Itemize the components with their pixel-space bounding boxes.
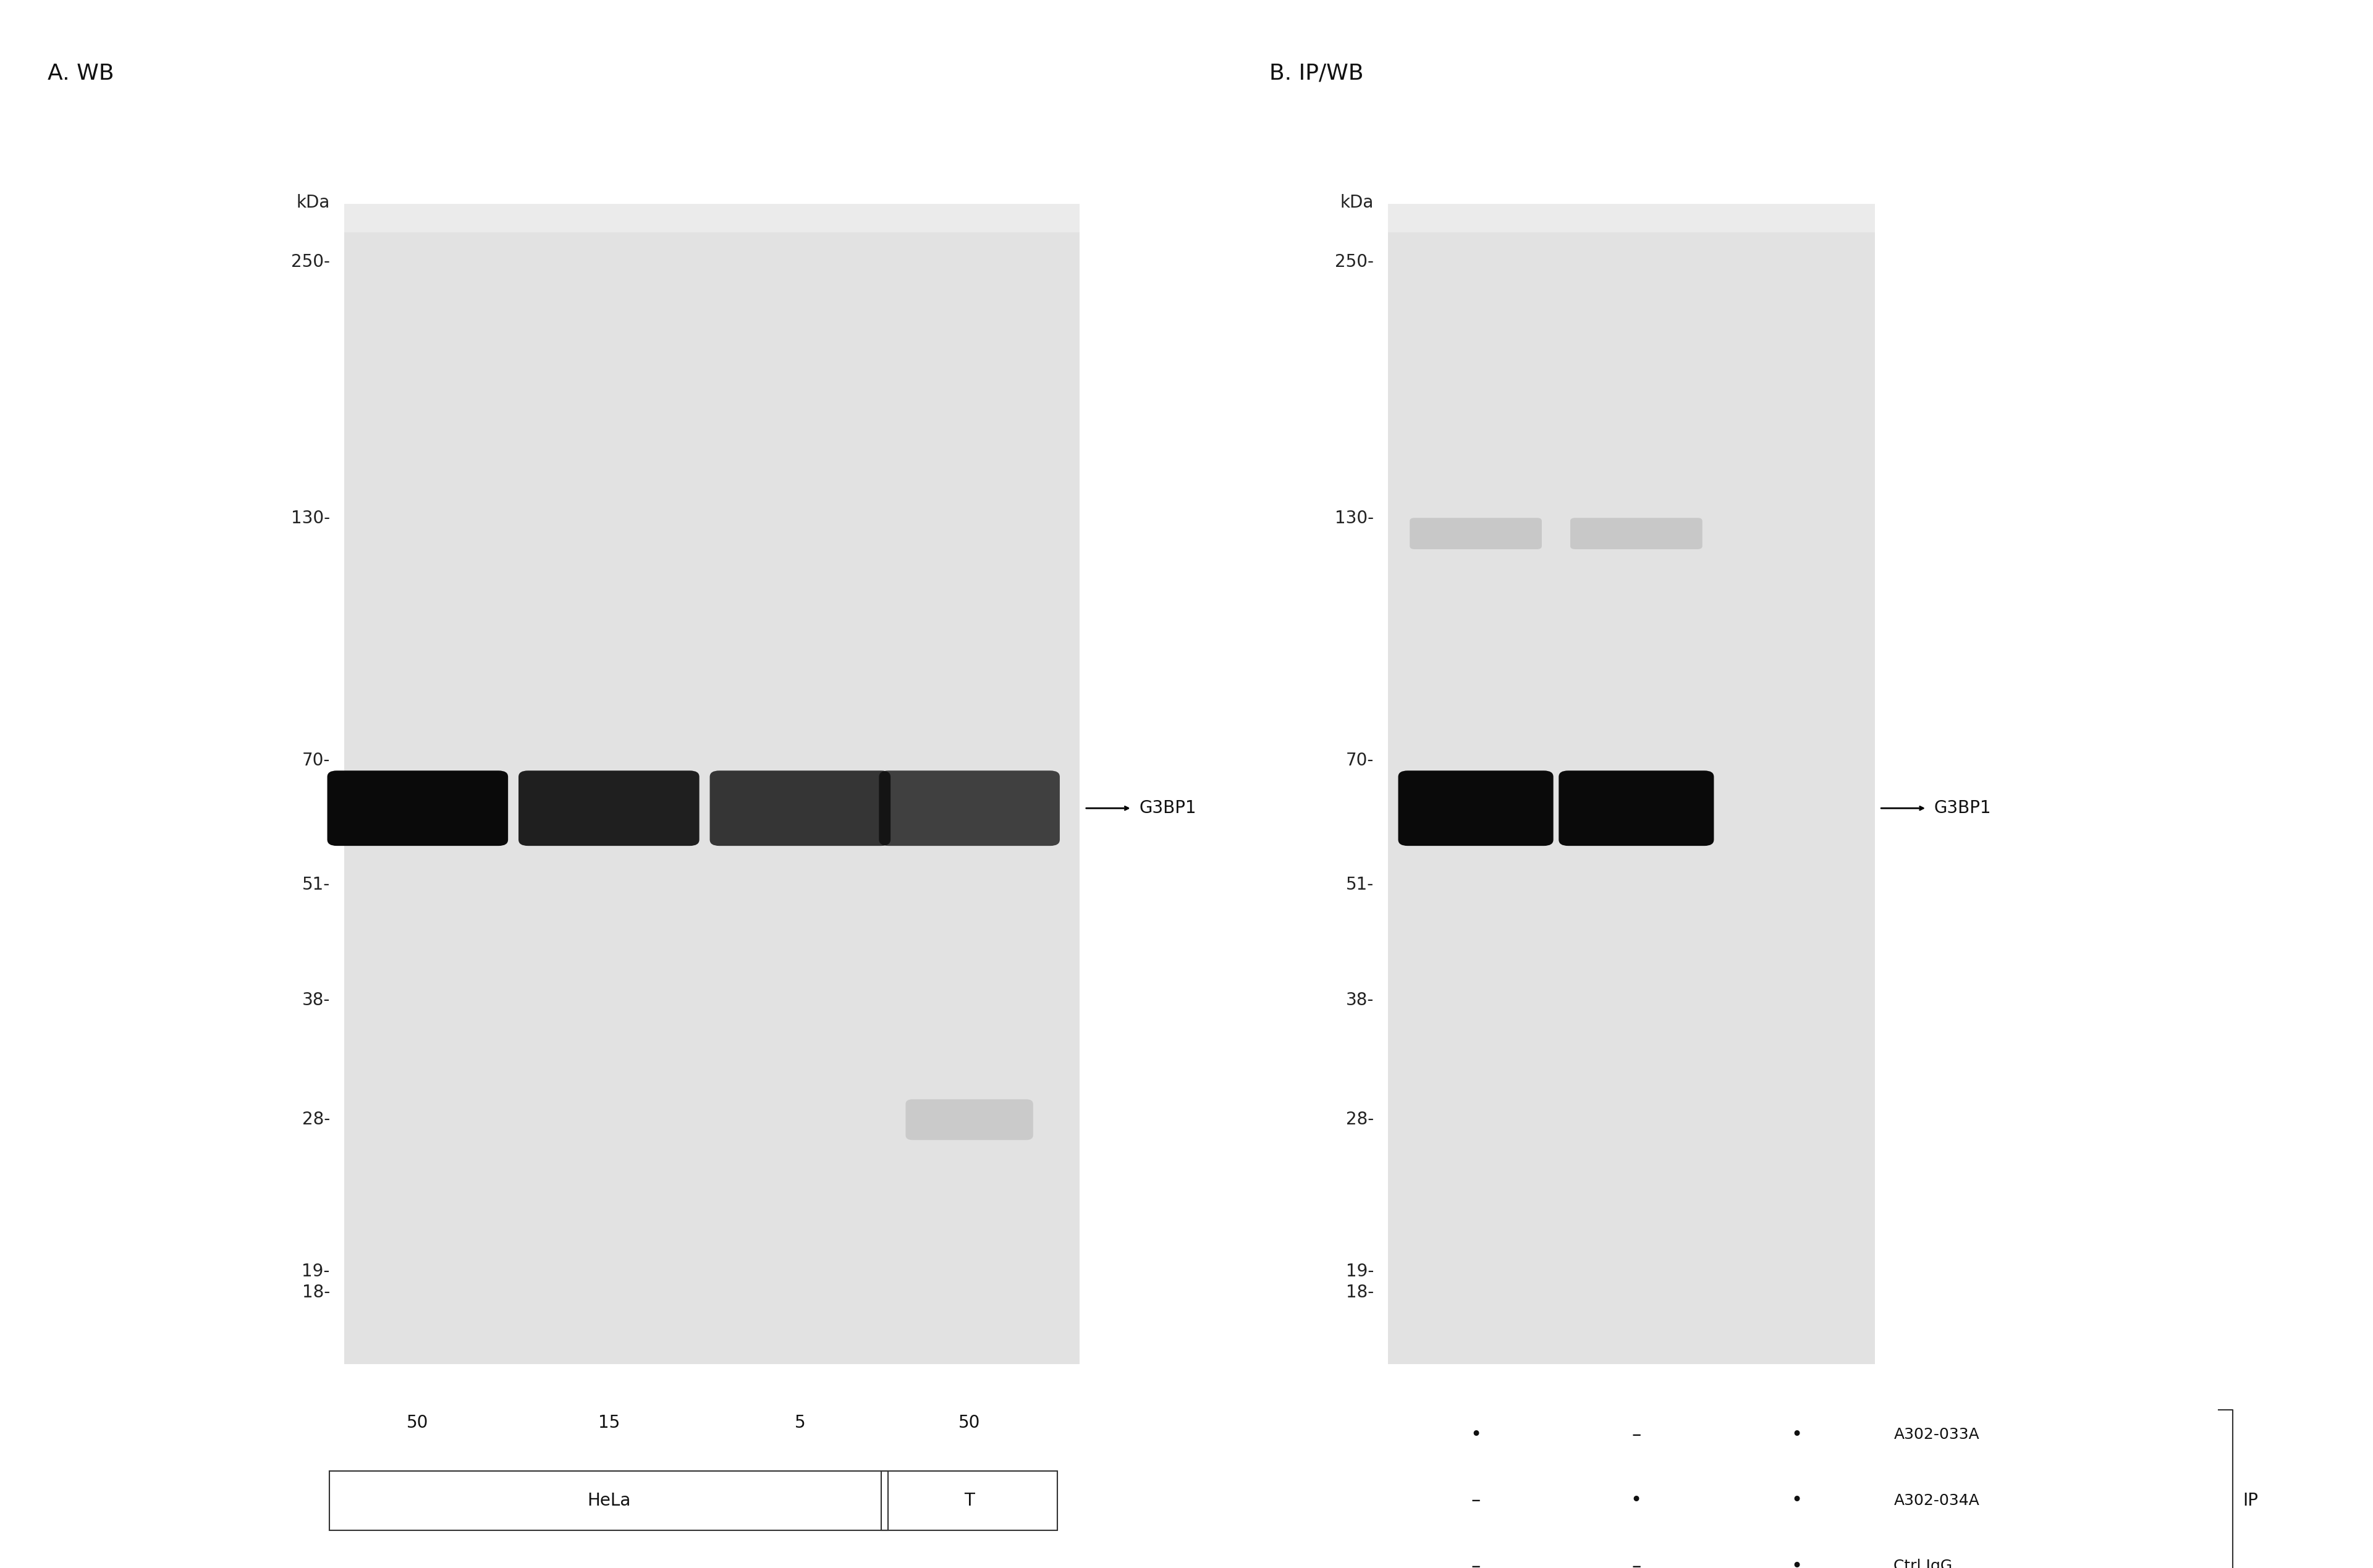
Text: 18-: 18- xyxy=(1345,1284,1374,1301)
Text: 28-: 28- xyxy=(301,1112,330,1129)
Text: T: T xyxy=(963,1491,975,1510)
Text: Ctrl IgG: Ctrl IgG xyxy=(1894,1559,1953,1568)
Text: •: • xyxy=(1792,1557,1803,1568)
Text: 50: 50 xyxy=(959,1414,980,1432)
Text: •: • xyxy=(1471,1425,1481,1444)
Text: •: • xyxy=(1792,1491,1803,1510)
Bar xyxy=(344,204,1080,1364)
Text: 70-: 70- xyxy=(1345,753,1374,770)
Text: –: – xyxy=(1471,1491,1481,1510)
Bar xyxy=(344,204,1080,232)
FancyBboxPatch shape xyxy=(878,770,1061,845)
Bar xyxy=(880,1471,1058,1530)
Text: 18-: 18- xyxy=(301,1284,330,1301)
Text: 5: 5 xyxy=(795,1414,804,1432)
Text: 70-: 70- xyxy=(301,753,330,770)
FancyBboxPatch shape xyxy=(1410,517,1542,549)
Text: 130-: 130- xyxy=(292,510,330,527)
Text: 50: 50 xyxy=(406,1414,430,1432)
FancyBboxPatch shape xyxy=(1559,770,1713,845)
Text: G3BP1: G3BP1 xyxy=(1139,800,1196,817)
Text: 38-: 38- xyxy=(1345,991,1374,1008)
Text: kDa: kDa xyxy=(1341,194,1374,212)
Text: IP: IP xyxy=(2242,1491,2259,1510)
Bar xyxy=(1388,204,1875,1364)
FancyBboxPatch shape xyxy=(1398,770,1554,845)
FancyBboxPatch shape xyxy=(906,1099,1032,1140)
Text: 130-: 130- xyxy=(1336,510,1374,527)
Text: 51-: 51- xyxy=(301,877,330,894)
Text: –: – xyxy=(1471,1557,1481,1568)
Text: –: – xyxy=(1633,1425,1642,1444)
Text: G3BP1: G3BP1 xyxy=(1934,800,1991,817)
Text: 19-: 19- xyxy=(301,1262,330,1279)
FancyBboxPatch shape xyxy=(1571,517,1701,549)
Text: •: • xyxy=(1792,1425,1803,1444)
Text: 250-: 250- xyxy=(292,254,330,271)
Text: 250-: 250- xyxy=(1336,254,1374,271)
Text: 19-: 19- xyxy=(1345,1262,1374,1279)
Text: –: – xyxy=(1633,1557,1642,1568)
Bar xyxy=(1388,204,1875,232)
Text: A. WB: A. WB xyxy=(47,63,114,83)
FancyBboxPatch shape xyxy=(710,770,890,845)
Text: 28-: 28- xyxy=(1345,1112,1374,1129)
Text: A302-033A: A302-033A xyxy=(1894,1427,1979,1443)
Text: 38-: 38- xyxy=(301,991,330,1008)
Text: HeLa: HeLa xyxy=(586,1491,631,1510)
Text: A302-034A: A302-034A xyxy=(1894,1493,1979,1508)
Text: kDa: kDa xyxy=(297,194,330,212)
Text: 51-: 51- xyxy=(1345,877,1374,894)
Text: 15: 15 xyxy=(598,1414,619,1432)
Text: •: • xyxy=(1630,1491,1642,1510)
Bar xyxy=(330,1471,888,1530)
FancyBboxPatch shape xyxy=(517,770,700,845)
FancyBboxPatch shape xyxy=(327,770,508,845)
Text: B. IP/WB: B. IP/WB xyxy=(1270,63,1364,83)
